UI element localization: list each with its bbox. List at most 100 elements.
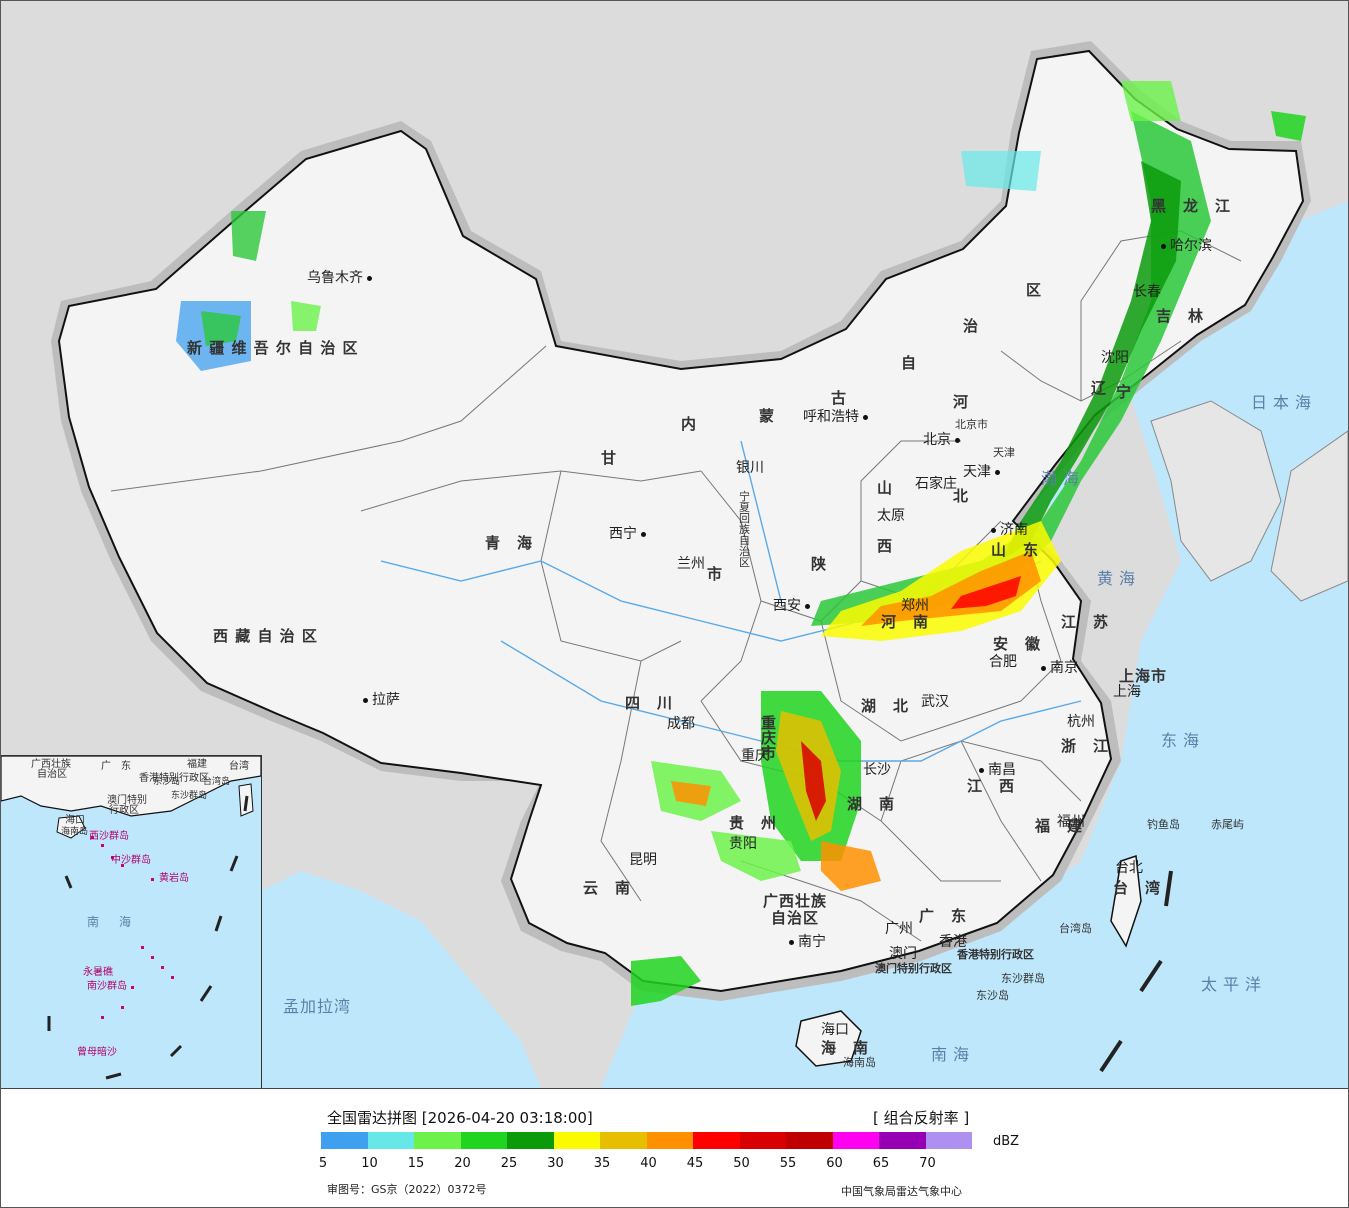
japan-land (1270, 430, 1348, 602)
legend-tick-label: 20 (454, 1156, 471, 1171)
island-dongsha-group: 东沙群岛 (1001, 972, 1045, 985)
sea-pacific-label: 太平洋 (1201, 975, 1268, 994)
city-hongkong: 香港 (939, 934, 967, 950)
legend-tick-label: 25 (500, 1156, 518, 1171)
city-fuzhou: 福州 (1057, 814, 1085, 830)
label-guangdong: 广 东 (919, 907, 968, 925)
label-shanghai: 上海市 (1119, 667, 1168, 685)
inset-zhongsha: 中沙群岛 (111, 855, 151, 866)
color-bar (321, 1132, 972, 1149)
city-beijing: 北京 (923, 433, 960, 447)
city-tianjin-shi: 天津 (993, 446, 1015, 459)
color-bar-segment (879, 1132, 926, 1149)
city-urumqi: 乌鲁木齐 (307, 271, 372, 285)
city-nanning: 南宁 (789, 935, 826, 949)
legend-tick-label: 55 (779, 1156, 797, 1171)
sea-bengal-label: 孟加拉湾 (283, 997, 352, 1016)
maritime-boundary-marks (1099, 870, 1173, 1073)
city-changsha: 长沙 (863, 762, 891, 778)
inset-south-sea: 南 海 (87, 915, 136, 929)
inset-zengmu: 曾母暗沙 (77, 1047, 117, 1058)
label-xinjiang: 新 疆 维 吾 尔 自 治 区 (187, 339, 359, 357)
city-nanchang: 南昌 (979, 763, 1016, 777)
label-neimenggu-3: 古 (831, 389, 848, 407)
sea-yellow-label: 黄海 (1097, 569, 1142, 588)
label-qinghai: 青 海 (485, 534, 534, 552)
city-changchun: 长春 (1133, 284, 1161, 300)
color-bar-segment (367, 1132, 414, 1149)
sea-japan-label: 日本海 (1251, 393, 1318, 412)
inset-dongsha-group: 东沙群岛 (171, 791, 208, 801)
label-anhui: 安 徽 (993, 635, 1042, 653)
city-lanzhou: 兰州 (677, 556, 705, 572)
map-canvas (51, 41, 1348, 1088)
inset-hainan: 海南岛 (61, 827, 89, 837)
sea-bohai-label: 渤海 (1041, 469, 1086, 488)
city-taipei: 台北 (1115, 860, 1143, 876)
island-hainan: 海南岛 (843, 1056, 876, 1069)
agency-credit: 中国气象局雷达气象中心 (841, 1185, 962, 1198)
color-bar-segment (646, 1132, 693, 1149)
sea-east-label: 东海 (1161, 731, 1206, 750)
inset-hk: 香港特别行政区 (139, 773, 209, 784)
label-gansu: 甘 (601, 449, 618, 467)
inset-huangyan: 黄岩岛 (159, 873, 189, 884)
label-sichuan: 四 川 (625, 694, 674, 712)
color-bar-segment (925, 1132, 972, 1149)
city-shanghai: 上海 (1113, 684, 1141, 700)
inset-macau-2: 行政区 (109, 805, 139, 816)
city-chengdu: 成都 (667, 716, 695, 732)
label-macau-sar: 澳门特别行政区 (875, 962, 952, 975)
city-guangzhou: 广州 (885, 921, 913, 937)
inset-guangdong: 广 东 (101, 761, 131, 772)
label-guangxi-2: 自治区 (771, 909, 820, 927)
inset-guangxi-2: 自治区 (37, 769, 67, 780)
inset-xisha: 西沙群岛 (89, 831, 129, 842)
color-bar-segment (832, 1132, 879, 1149)
color-bar-segment (553, 1132, 600, 1149)
label-jilin: 吉 林 (1156, 307, 1205, 325)
city-nanjing: 南京 (1041, 661, 1078, 675)
city-xian: 西安 (773, 599, 810, 613)
label-hebei-2: 北 (953, 487, 970, 505)
city-xining: 西宁 (609, 527, 646, 541)
sea-bay-of-bengal (181, 871, 541, 1088)
inset-land (1, 756, 261, 817)
label-neimenggu-2: 蒙 (759, 407, 776, 425)
inset-macau: 澳门特别 (107, 795, 147, 806)
inset-hainan (56, 815, 86, 839)
legend-unit: dBZ (993, 1134, 1020, 1149)
label-hk-sar: 香港特别行政区 (957, 948, 1034, 961)
city-shijiazhuang: 石家庄 (915, 476, 957, 492)
legend-tick-label: 5 (318, 1156, 328, 1171)
city-lhasa: 拉萨 (363, 693, 400, 707)
label-jiangsu: 江 苏 (1061, 613, 1110, 631)
city-hangzhou: 杭州 (1067, 714, 1095, 730)
legend-tick-label: 15 (407, 1156, 425, 1171)
legend-tick-label: 30 (547, 1156, 564, 1171)
island-chiwei: 赤尾屿 (1211, 818, 1244, 831)
inset-nansha: 南沙群岛 (87, 981, 127, 992)
city-kunming: 昆明 (629, 852, 657, 868)
legend-tick-label: 10 (361, 1156, 378, 1171)
label-henan: 河 南 (881, 613, 930, 631)
radar-map[interactable]: 新 疆 维 吾 尔 自 治 区 西 藏 自 治 区 青 海 甘 内 蒙 古 自 … (1, 1, 1348, 1089)
label-xizang: 西 藏 自 治 区 (213, 627, 318, 645)
label-hebei-1: 河 (953, 393, 970, 411)
label-ningxia: 宁夏回族自治区 (739, 490, 750, 569)
city-haikou: 海口 (821, 1022, 849, 1038)
label-shanxi-1: 山 (877, 479, 894, 497)
inset-guangxi: 广西壮族 (31, 759, 71, 770)
island-diaoyu: 钓鱼岛 (1147, 818, 1180, 831)
inset-taiwan-island: 台湾岛 (203, 777, 231, 787)
label-yunnan: 云 南 (583, 879, 632, 897)
label-guizhou: 贵 州 (729, 814, 778, 832)
city-harbin: 哈尔滨 (1161, 239, 1212, 253)
label-hainan: 海 南 (821, 1039, 870, 1057)
legend-tick-label: 60 (826, 1156, 843, 1171)
inset-dongsha: 东沙岛 (153, 777, 181, 787)
label-chongqing: 重庆市 (761, 714, 778, 762)
city-shenyang: 沈阳 (1101, 350, 1129, 366)
legend-product: [ 组合反射率 ] (873, 1109, 970, 1127)
